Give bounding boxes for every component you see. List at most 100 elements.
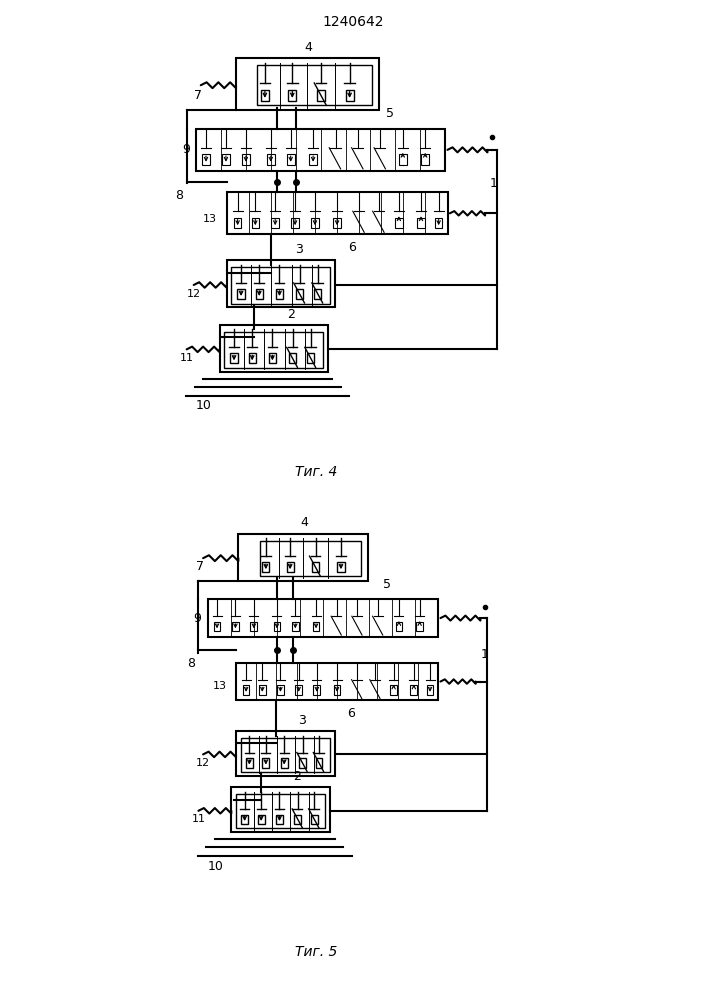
Bar [238,534,368,580]
Text: 12: 12 [187,289,201,299]
Text: Τиг. 4: Τиг. 4 [295,466,337,480]
Bar [252,218,259,228]
Bar [287,154,295,165]
Bar [296,289,303,299]
Bar [313,685,320,695]
Text: 3: 3 [298,714,306,727]
Bar [286,562,293,572]
Text: 4: 4 [305,41,312,54]
Bar [317,90,325,101]
Text: 5: 5 [386,107,395,120]
Bar [238,289,245,299]
Bar [292,622,298,631]
Bar [289,353,296,363]
Text: Τиг. 5: Τиг. 5 [295,946,337,960]
Bar [311,218,319,228]
Text: 1: 1 [490,177,498,190]
Bar [262,562,269,572]
Bar [236,663,438,700]
Text: 11: 11 [180,353,194,363]
Bar [312,622,320,631]
Bar [234,218,242,228]
Text: 3: 3 [295,243,303,256]
Bar [250,622,257,631]
Bar [315,289,322,299]
Bar [311,815,317,824]
Text: 9: 9 [182,143,189,156]
Text: 10: 10 [208,860,223,873]
Text: 8: 8 [175,189,183,202]
Bar [277,685,284,695]
Text: 1240642: 1240642 [323,15,384,29]
Bar [416,622,423,631]
Bar [256,289,263,299]
Bar [296,685,302,695]
Bar [243,685,250,695]
Bar [220,325,327,372]
Bar [258,815,264,824]
Bar [294,815,301,824]
Bar [249,353,256,363]
Bar [281,758,288,768]
Bar [276,289,283,299]
Text: 4: 4 [300,516,308,529]
Text: 13: 13 [213,681,226,691]
Bar [337,562,344,572]
Text: 6: 6 [347,707,355,720]
Text: 2: 2 [293,770,301,783]
Bar [222,154,230,165]
Bar [334,685,341,695]
Text: 7: 7 [196,560,204,573]
Bar [236,794,325,828]
Bar [395,218,403,228]
Bar [241,815,248,824]
Bar [312,562,319,572]
Bar [224,332,323,368]
Bar [271,218,279,228]
Bar [242,154,250,165]
Bar [246,758,252,768]
Bar [274,622,280,631]
Bar [395,622,402,631]
Text: 5: 5 [383,578,392,591]
Bar [214,622,221,631]
Bar [236,58,380,110]
Bar [276,815,283,824]
Text: 1: 1 [480,648,489,661]
Bar [417,218,425,228]
Text: 8: 8 [187,657,194,670]
Bar [232,622,239,631]
Text: 11: 11 [192,814,205,824]
Bar [267,154,274,165]
Bar [257,65,373,105]
Bar [315,758,322,768]
Bar [421,154,429,165]
Bar [231,267,330,304]
Bar [231,787,330,832]
Text: 7: 7 [194,89,201,102]
Bar [310,154,317,165]
Bar [399,154,407,165]
Bar [288,90,296,101]
Bar [261,90,269,101]
Bar [269,353,276,363]
Bar [333,218,341,228]
Bar [230,353,238,363]
Bar [299,758,306,768]
Bar [308,353,315,363]
Bar [346,90,354,101]
Bar [426,685,433,695]
Bar [262,758,269,768]
Text: 2: 2 [288,308,296,321]
Bar [259,541,361,576]
Bar [196,129,445,171]
Bar [240,738,330,772]
Bar [236,731,334,776]
Bar [259,685,266,695]
Bar [411,685,417,695]
Bar [202,154,210,165]
Text: 10: 10 [196,399,212,412]
Text: 13: 13 [203,214,217,224]
Bar [208,599,438,637]
Bar [227,260,334,307]
